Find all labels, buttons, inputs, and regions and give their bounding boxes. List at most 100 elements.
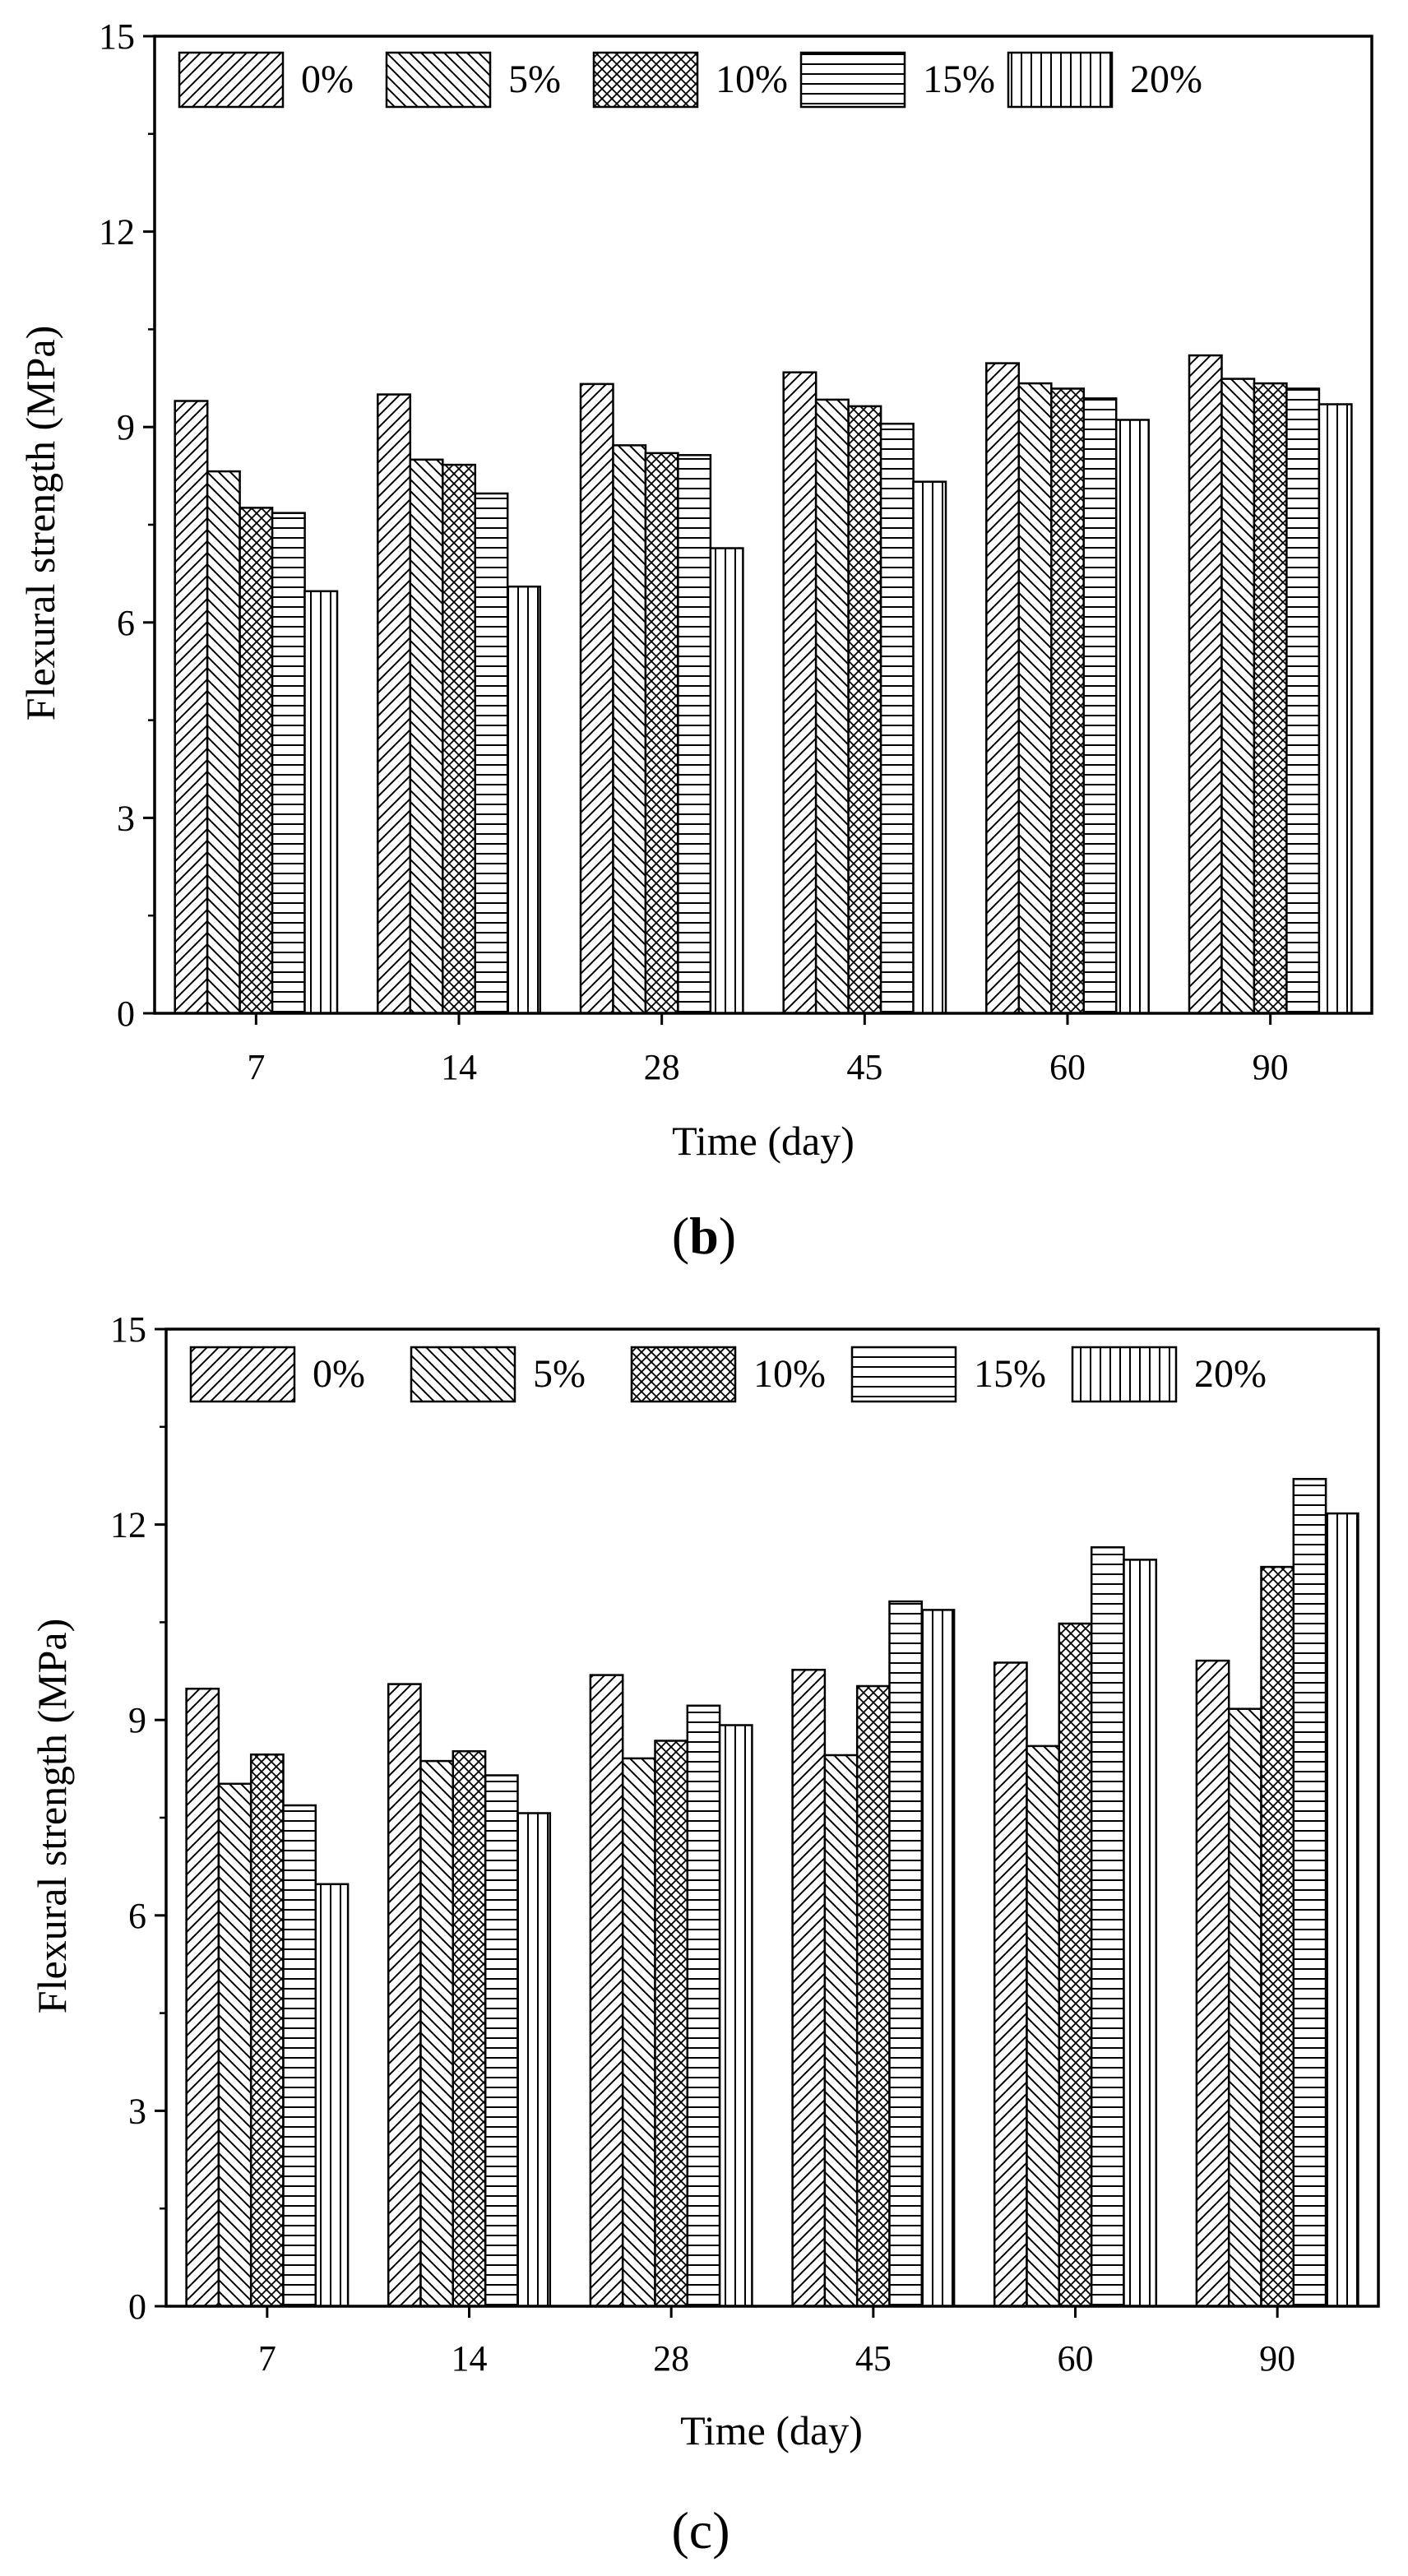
y-axis-title: Flexural strength (MPa) bbox=[17, 326, 63, 720]
bar bbox=[814, 398, 850, 1015]
x-axis-title: Time (day) bbox=[672, 1118, 855, 1164]
bar bbox=[993, 1661, 1028, 2308]
bar bbox=[1220, 378, 1256, 1015]
legend-label: 10% bbox=[753, 1352, 826, 1396]
bar bbox=[1260, 1565, 1295, 2308]
panel-label: (c) bbox=[671, 2501, 729, 2560]
legend: 0% 5% 10% 15% 20% bbox=[189, 1346, 1267, 1403]
bar bbox=[1318, 403, 1353, 1015]
legend-label: 20% bbox=[1130, 58, 1202, 101]
x-tick-label: 60 bbox=[1058, 2338, 1094, 2379]
legend-swatch bbox=[850, 1346, 957, 1403]
legend-label: 15% bbox=[923, 58, 995, 101]
x-tick-label: 28 bbox=[653, 2338, 689, 2379]
legend-label: 0% bbox=[301, 58, 354, 101]
panel-label-letter: c bbox=[689, 2501, 712, 2560]
bar bbox=[1058, 1622, 1093, 2308]
y-tick-label: 12 bbox=[110, 1505, 146, 1545]
bar bbox=[506, 585, 541, 1015]
bar bbox=[612, 444, 647, 1015]
legend-swatch bbox=[385, 51, 492, 109]
bar bbox=[206, 470, 241, 1015]
x-tick-label: 45 bbox=[846, 1047, 882, 1087]
x-tick-label: 14 bbox=[452, 2338, 488, 2379]
bar bbox=[654, 1740, 689, 2308]
legend-swatch bbox=[592, 51, 699, 109]
y-tick-label: 9 bbox=[117, 407, 135, 447]
y-tick-label: 9 bbox=[128, 1700, 146, 1740]
bar bbox=[249, 1753, 285, 2308]
bar bbox=[387, 1683, 422, 2308]
x-tick-label: 60 bbox=[1049, 1047, 1086, 1087]
bar bbox=[1090, 1546, 1125, 2308]
bar bbox=[686, 1704, 721, 2308]
legend-label: 5% bbox=[508, 58, 561, 101]
bar bbox=[1082, 397, 1118, 1015]
legend-swatch bbox=[189, 1346, 296, 1403]
bar bbox=[282, 1804, 317, 2308]
bar bbox=[879, 422, 915, 1015]
legend-swatch bbox=[799, 51, 906, 109]
legend-label: 5% bbox=[533, 1352, 586, 1396]
bar bbox=[1292, 1477, 1327, 2308]
bar bbox=[1114, 419, 1150, 1015]
bar bbox=[314, 1883, 350, 2308]
bar bbox=[271, 512, 306, 1015]
panel-label-letter: b bbox=[689, 1207, 719, 1265]
bar bbox=[452, 1749, 487, 2308]
bar-group bbox=[185, 1477, 1359, 2308]
bar bbox=[239, 507, 274, 1015]
bar bbox=[718, 1724, 753, 2308]
bar bbox=[174, 400, 209, 1015]
legend-label: 0% bbox=[313, 1352, 365, 1396]
legend-swatch bbox=[410, 1346, 516, 1403]
bar bbox=[303, 590, 339, 1015]
bar bbox=[985, 362, 1021, 1015]
y-tick-label: 15 bbox=[110, 1309, 146, 1350]
panel-label: (b) bbox=[672, 1207, 736, 1265]
legend-label: 10% bbox=[716, 58, 788, 101]
bar bbox=[442, 463, 477, 1015]
x-tick-label: 45 bbox=[855, 2338, 892, 2379]
chart-panel-b: 0 3 6 9 12 15 7 14 28 45 60 90 0% 5% 10% 15% 20% Time (… bbox=[17, 16, 1373, 1265]
bar bbox=[579, 382, 614, 1015]
y-tick-label: 6 bbox=[128, 1896, 146, 1936]
bar bbox=[1227, 1707, 1262, 2308]
bar bbox=[1195, 1659, 1230, 2308]
axes: 0 3 6 9 12 15 7 14 28 45 60 90 bbox=[110, 1309, 1380, 2379]
x-tick-label: 7 bbox=[258, 2338, 276, 2379]
bar bbox=[888, 1600, 924, 2308]
y-axis-title: Flexural strength (MPa) bbox=[29, 1619, 75, 2013]
bar bbox=[419, 1759, 455, 2308]
axes: 0 3 6 9 12 15 7 14 28 45 60 90 bbox=[99, 16, 1373, 1087]
bar bbox=[677, 454, 712, 1015]
y-tick-label: 6 bbox=[117, 603, 135, 643]
bar bbox=[1188, 354, 1223, 1015]
bar bbox=[791, 1668, 827, 2308]
bar bbox=[1026, 1744, 1061, 2308]
bar bbox=[855, 1684, 891, 2308]
bar bbox=[823, 1754, 859, 2308]
chart-panel-c: 0 3 6 9 12 15 7 14 28 45 60 90 0% 5% 10% 15% 20% Time (… bbox=[29, 1309, 1380, 2560]
bar bbox=[589, 1674, 624, 2308]
bar bbox=[847, 405, 882, 1015]
y-tick-label: 15 bbox=[99, 16, 135, 57]
bar bbox=[1253, 382, 1288, 1015]
legend: 0% 5% 10% 15% 20% bbox=[178, 51, 1202, 109]
bar bbox=[1017, 382, 1053, 1015]
bar bbox=[644, 452, 679, 1015]
bar bbox=[516, 1812, 552, 2308]
x-tick-label: 90 bbox=[1253, 1047, 1289, 1087]
bar bbox=[474, 492, 509, 1015]
legend-swatch bbox=[1007, 51, 1114, 109]
bar bbox=[185, 1687, 220, 2308]
bar bbox=[920, 1609, 956, 2308]
x-tick-label: 7 bbox=[247, 1047, 265, 1087]
y-tick-label: 0 bbox=[117, 994, 135, 1034]
bar bbox=[621, 1757, 656, 2308]
bar bbox=[484, 1774, 519, 2308]
x-tick-label: 28 bbox=[644, 1047, 680, 1087]
legend-swatch bbox=[178, 51, 285, 109]
y-tick-label: 3 bbox=[128, 2091, 146, 2131]
